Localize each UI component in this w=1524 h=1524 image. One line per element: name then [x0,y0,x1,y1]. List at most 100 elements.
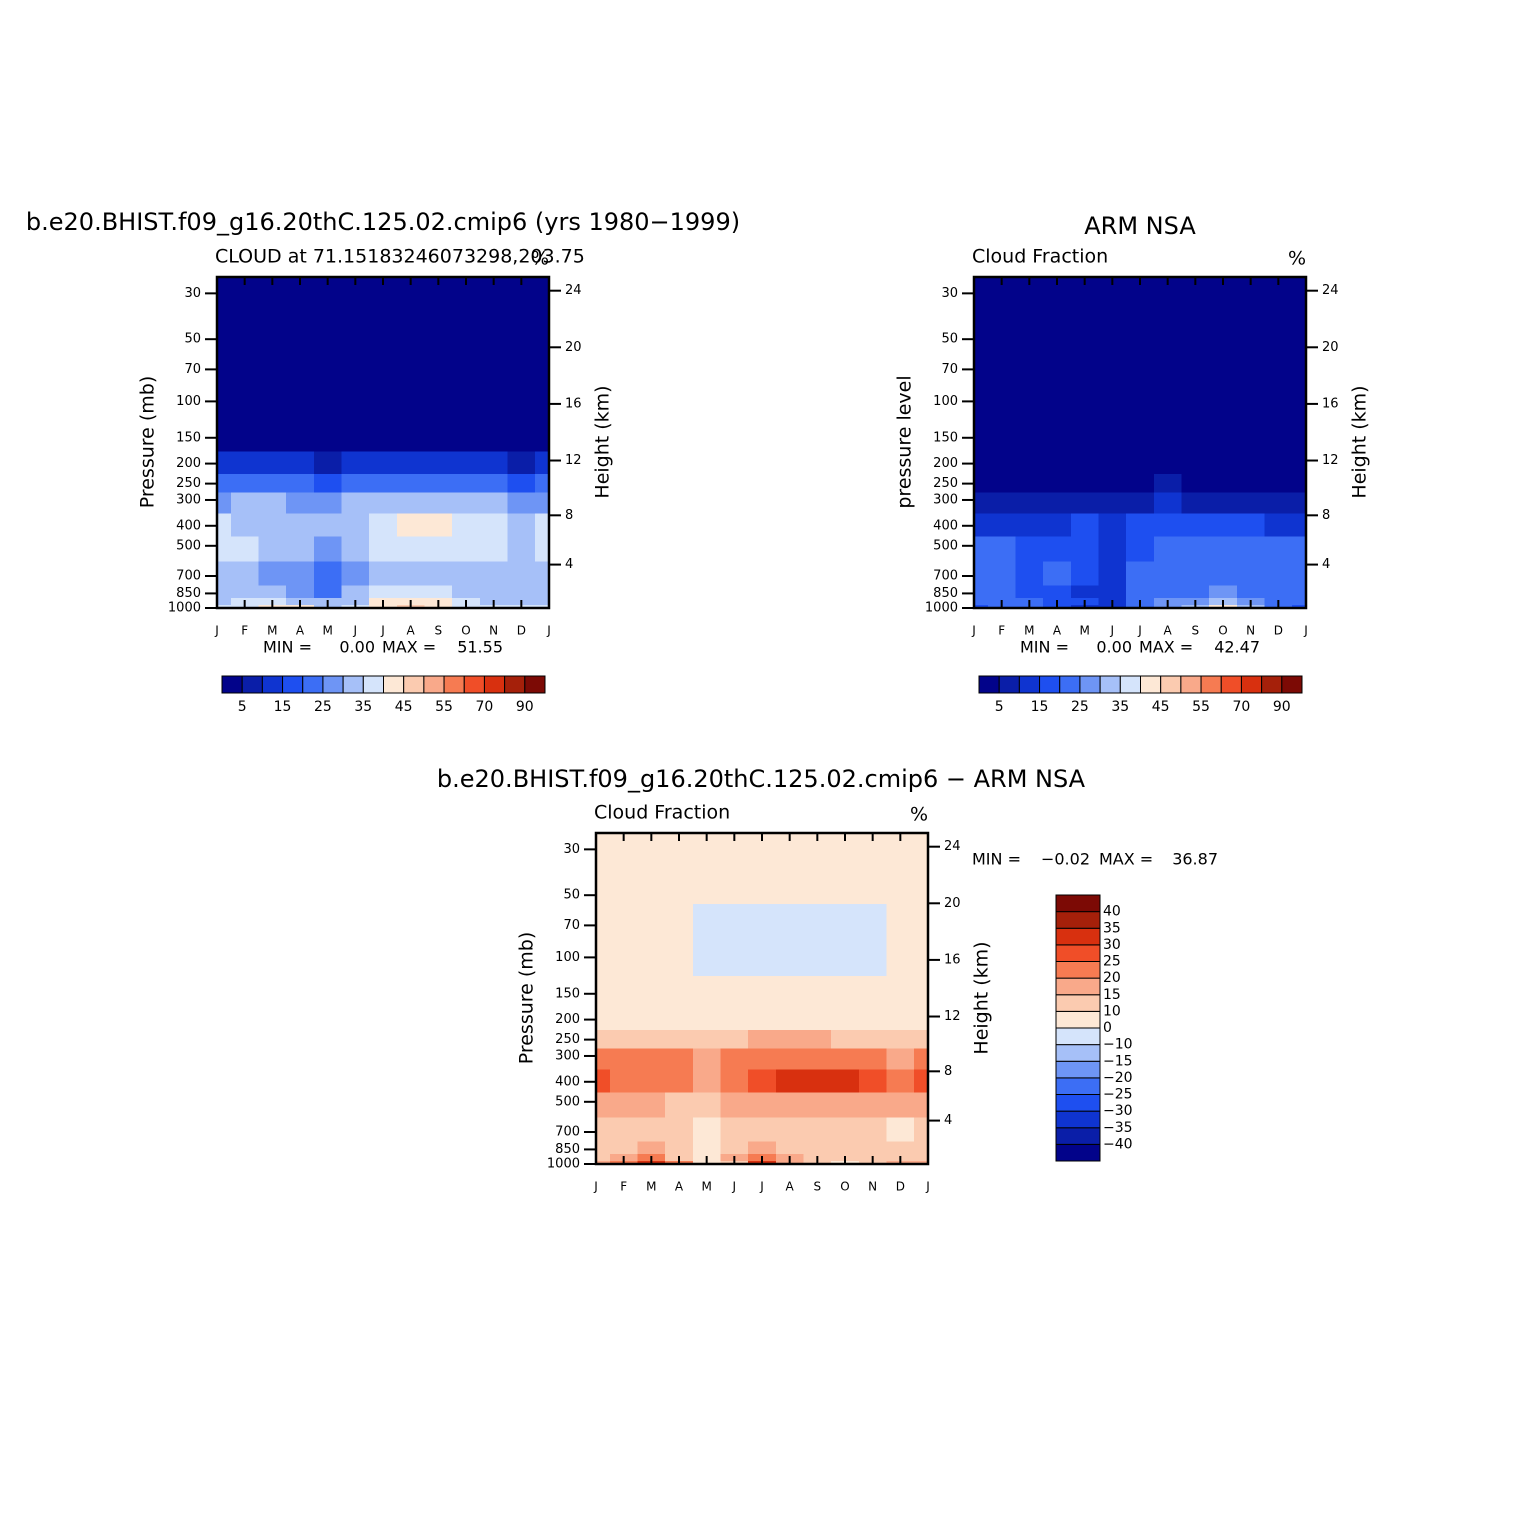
y2-tick-label: 24 [1322,283,1339,298]
colorbar-label: 5 [238,699,247,715]
contour-cell [1153,560,1183,586]
contour-cell [1126,560,1155,586]
x-tick-label: A [296,624,305,638]
contour-cell [1126,473,1155,493]
contour-cell [507,419,536,452]
contour-cell [1236,347,1266,421]
contour-cell [1292,560,1307,586]
y2-tick-label: 16 [565,396,582,411]
contour-cell [886,1047,915,1070]
contour-cell [286,535,315,562]
max-label: MAX = [1139,638,1193,657]
contour-cell [692,1047,722,1070]
y2-tick-label: 4 [565,557,573,572]
contour-cell [1153,584,1183,598]
contour-cell [609,1047,639,1070]
contour-cell [748,975,777,1008]
x-tick-label: O [1218,624,1227,638]
contour-cell [803,1116,832,1142]
x-tick-label: J [214,624,219,638]
contour-cell [507,560,536,586]
contour-cell [1292,597,1307,606]
contour-cell [831,1029,860,1049]
contour-cell [369,491,398,514]
contour-cell [452,491,481,514]
contour-cell [831,1047,860,1070]
contour-cell [535,491,550,514]
contour-cell [914,1047,929,1070]
x-tick-label: S [435,624,443,638]
colorbar-label: 55 [435,699,453,715]
y-tick-label: 100 [176,394,201,409]
colorbar-label: 70 [1233,699,1251,715]
contour-cell [313,450,343,475]
contour-cell [803,903,832,977]
contour-cell [987,450,1017,475]
max-value: 51.55 [457,638,503,657]
contour-cell [596,903,611,977]
y-tick-label: 400 [933,518,958,533]
y-tick-label: 700 [555,1124,580,1139]
contour-cell [230,491,260,514]
contour-cell [424,560,453,586]
contour-cell [1043,347,1072,421]
contour-cell [748,1068,777,1093]
colorbar-label: 10 [1103,1003,1121,1019]
contour-cell [1292,535,1307,562]
contour-cell [609,1068,639,1093]
contour-cell [479,347,509,421]
contour-cell [1015,535,1044,562]
contour-cell [369,419,398,452]
contour-cell [230,419,260,452]
contour-cell [1181,584,1210,598]
y-tick-label: 30 [184,286,201,301]
contour-cell [369,347,398,421]
contour-cell [217,450,232,475]
contour-cell [1070,560,1100,586]
y2-axis-label: Height (km) [1349,385,1371,498]
contour-cell [507,277,536,348]
contour-cell [313,419,343,452]
y-tick-label: 70 [941,362,958,377]
y-tick-label: 100 [933,394,958,409]
y-tick-label: 250 [176,476,201,491]
contour-cell [1292,491,1307,514]
colorbar-box [1160,675,1182,694]
contour-cell [609,1140,639,1154]
y-tick-label: 850 [555,1142,580,1157]
colorbar-box [1055,1143,1101,1162]
colorbar-box [362,675,384,694]
chart-title: b.e20.BHIST.f09_g16.20thC.125.02.cmip6 (… [26,208,740,236]
contour-cell [748,833,777,904]
contour-cell [831,1091,860,1118]
contour-cell [1181,535,1210,562]
contour-cell [831,903,860,977]
contour-cell [886,903,915,977]
contour-cell [748,1029,777,1049]
x-tick-label: A [1164,624,1173,638]
colorbar-box [1200,675,1222,694]
contour-cell [286,560,315,586]
contour-cell [230,347,260,421]
x-tick-label: J [380,624,385,638]
contour-cell [313,512,343,537]
y-tick-label: 1000 [168,601,201,616]
colorbar-box [524,675,546,694]
contour-cell [803,1006,832,1031]
y2-tick-label: 20 [944,896,961,911]
contour-cell [692,975,722,1008]
contour-cell [596,1047,611,1070]
contour-cell [507,512,536,537]
contour-cell [748,1006,777,1031]
y-tick-label: 250 [933,476,958,491]
contour-cell [1043,450,1072,475]
chart-title: b.e20.BHIST.f09_g16.20thC.125.02.cmip6 −… [437,765,1086,793]
x-tick-label: A [407,624,416,638]
contour-cell [452,347,481,421]
colorbar-label: 25 [314,699,332,715]
contour-cell [286,450,315,475]
contour-cell [217,512,232,537]
x-tick-label: N [1246,624,1255,638]
x-tick-label: A [675,1180,684,1194]
colorbar-box [261,675,284,694]
